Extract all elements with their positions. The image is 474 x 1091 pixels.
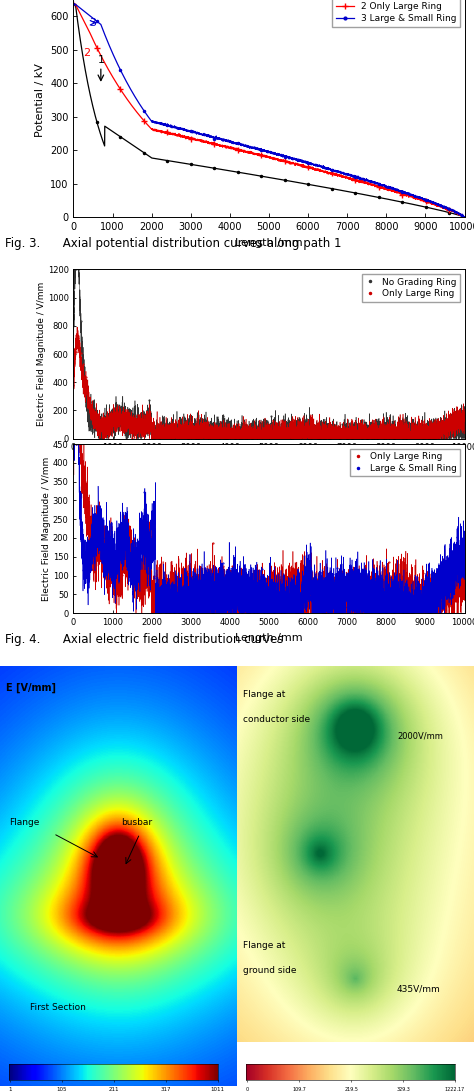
Legend: 1 No Grading Ring, 2 Only Large Ring, 3 Large & Small Ring: 1 No Grading Ring, 2 Only Large Ring, 3 … [332, 0, 460, 26]
Y-axis label: Electric Field Magnitude / V/mm: Electric Field Magnitude / V/mm [37, 281, 46, 427]
Legend: Only Large Ring, Large & Small Ring: Only Large Ring, Large & Small Ring [350, 448, 460, 477]
Text: busbar: busbar [121, 818, 152, 827]
Text: 2000V/mm: 2000V/mm [397, 731, 443, 741]
Text: ground side: ground side [243, 966, 296, 975]
Text: 3: 3 [90, 17, 97, 27]
Text: Flange at: Flange at [243, 690, 285, 699]
Legend: No Grading Ring, Only Large Ring: No Grading Ring, Only Large Ring [362, 274, 460, 302]
Y-axis label: Potential / kV: Potential / kV [35, 63, 45, 136]
Y-axis label: Electric Field Magnitude / V/mm: Electric Field Magnitude / V/mm [42, 456, 51, 601]
Text: First Section: First Section [29, 1003, 85, 1012]
Text: Fig. 3.      Axial potential distribution curves along path 1: Fig. 3. Axial potential distribution cur… [5, 237, 341, 250]
Text: conductor side: conductor side [243, 715, 310, 724]
Text: E [V/mm]: E [V/mm] [6, 683, 56, 693]
Text: Flange at: Flange at [243, 940, 285, 950]
X-axis label: Length /mm: Length /mm [235, 238, 303, 248]
X-axis label: Length /mm: Length /mm [235, 633, 303, 643]
Text: Flange: Flange [9, 818, 40, 827]
Text: 435V/mm: 435V/mm [397, 985, 441, 994]
Text: 2: 2 [83, 48, 91, 58]
Text: Fig. 4.      Axial electric field distribution curves: Fig. 4. Axial electric field distributio… [5, 633, 283, 646]
Text: 1: 1 [97, 55, 104, 64]
